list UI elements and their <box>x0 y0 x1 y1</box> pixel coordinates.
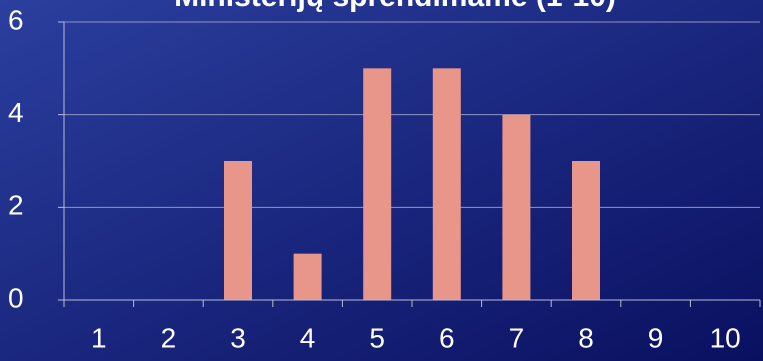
x-tick-label: 6 <box>439 322 455 353</box>
bar-3 <box>224 161 252 300</box>
y-tick-label: 6 <box>8 4 24 35</box>
x-tick-label: 9 <box>648 322 664 353</box>
bar-5 <box>363 68 392 300</box>
x-tick-label: 5 <box>369 322 385 353</box>
y-tick-labels: 0 2 4 6 <box>8 4 24 313</box>
bar-4 <box>293 253 322 300</box>
bar-6 <box>432 68 461 300</box>
bar-7 <box>502 114 531 301</box>
x-tick-label: 3 <box>230 322 246 353</box>
x-tick-label: 7 <box>509 322 525 353</box>
x-tick-labels: 1 2 3 4 5 6 7 8 9 10 <box>91 322 741 353</box>
x-tick-label: 8 <box>578 322 594 353</box>
x-tick-label: 4 <box>300 322 316 353</box>
x-tick-label: 2 <box>161 322 177 353</box>
x-tick-label: 1 <box>91 322 107 353</box>
bar-8 <box>572 161 600 300</box>
bars <box>224 68 600 301</box>
y-tick-label: 0 <box>8 282 24 313</box>
chart-title: Ministerijų sprendimame (1-10) <box>174 0 616 13</box>
x-tick-label: 10 <box>710 322 741 353</box>
axes <box>58 21 761 307</box>
gridlines <box>64 21 760 208</box>
y-tick-label: 2 <box>8 190 24 221</box>
y-tick-label: 4 <box>8 97 24 128</box>
